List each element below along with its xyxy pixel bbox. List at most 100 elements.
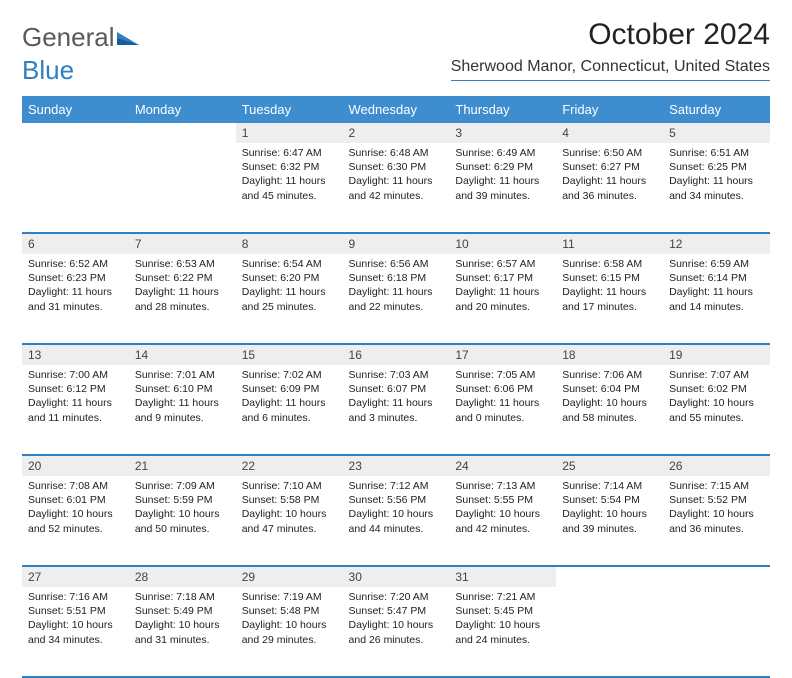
daylight-text: Daylight: 11 hours and 9 minutes. bbox=[135, 396, 230, 424]
day-details: Sunrise: 7:00 AMSunset: 6:12 PMDaylight:… bbox=[22, 365, 129, 431]
daylight-text: Daylight: 11 hours and 42 minutes. bbox=[349, 174, 444, 202]
day-details: Sunrise: 7:05 AMSunset: 6:06 PMDaylight:… bbox=[449, 365, 556, 431]
daylight-text: Daylight: 11 hours and 39 minutes. bbox=[455, 174, 550, 202]
sunrise-text: Sunrise: 6:54 AM bbox=[242, 257, 337, 271]
sunset-text: Sunset: 6:14 PM bbox=[669, 271, 764, 285]
day-cell bbox=[556, 587, 663, 677]
day-cell: Sunrise: 7:06 AMSunset: 6:04 PMDaylight:… bbox=[556, 365, 663, 455]
day-number-cell bbox=[129, 123, 236, 143]
sunset-text: Sunset: 6:23 PM bbox=[28, 271, 123, 285]
daylight-text: Daylight: 10 hours and 34 minutes. bbox=[28, 618, 123, 646]
daylight-text: Daylight: 11 hours and 36 minutes. bbox=[562, 174, 657, 202]
day-cell: Sunrise: 6:59 AMSunset: 6:14 PMDaylight:… bbox=[663, 254, 770, 344]
sunrise-text: Sunrise: 7:13 AM bbox=[455, 479, 550, 493]
sunset-text: Sunset: 6:01 PM bbox=[28, 493, 123, 507]
daylight-text: Daylight: 10 hours and 44 minutes. bbox=[349, 507, 444, 535]
sunrise-text: Sunrise: 7:07 AM bbox=[669, 368, 764, 382]
sunrise-text: Sunrise: 7:01 AM bbox=[135, 368, 230, 382]
day-cell: Sunrise: 7:12 AMSunset: 5:56 PMDaylight:… bbox=[343, 476, 450, 566]
day-number-cell: 20 bbox=[22, 455, 129, 476]
day-details: Sunrise: 7:08 AMSunset: 6:01 PMDaylight:… bbox=[22, 476, 129, 542]
day-details: Sunrise: 6:49 AMSunset: 6:29 PMDaylight:… bbox=[449, 143, 556, 209]
day-cell: Sunrise: 6:58 AMSunset: 6:15 PMDaylight:… bbox=[556, 254, 663, 344]
daylight-text: Daylight: 11 hours and 25 minutes. bbox=[242, 285, 337, 313]
day-details: Sunrise: 7:14 AMSunset: 5:54 PMDaylight:… bbox=[556, 476, 663, 542]
sunset-text: Sunset: 6:29 PM bbox=[455, 160, 550, 174]
day-number-cell: 6 bbox=[22, 233, 129, 254]
sunset-text: Sunset: 6:02 PM bbox=[669, 382, 764, 396]
day-details: Sunrise: 6:52 AMSunset: 6:23 PMDaylight:… bbox=[22, 254, 129, 320]
day-number-cell: 11 bbox=[556, 233, 663, 254]
day-details: Sunrise: 7:03 AMSunset: 6:07 PMDaylight:… bbox=[343, 365, 450, 431]
day-number-cell: 23 bbox=[343, 455, 450, 476]
sunset-text: Sunset: 5:52 PM bbox=[669, 493, 764, 507]
day-number-cell: 1 bbox=[236, 123, 343, 143]
sunrise-text: Sunrise: 7:06 AM bbox=[562, 368, 657, 382]
day-number-cell: 16 bbox=[343, 344, 450, 365]
daylight-text: Daylight: 10 hours and 24 minutes. bbox=[455, 618, 550, 646]
sunset-text: Sunset: 5:59 PM bbox=[135, 493, 230, 507]
sunrise-text: Sunrise: 6:51 AM bbox=[669, 146, 764, 160]
sunset-text: Sunset: 6:30 PM bbox=[349, 160, 444, 174]
day-details: Sunrise: 7:15 AMSunset: 5:52 PMDaylight:… bbox=[663, 476, 770, 542]
calendar-body: 12345Sunrise: 6:47 AMSunset: 6:32 PMDayl… bbox=[22, 123, 770, 677]
sunrise-text: Sunrise: 6:48 AM bbox=[349, 146, 444, 160]
day-cell: Sunrise: 7:19 AMSunset: 5:48 PMDaylight:… bbox=[236, 587, 343, 677]
sunrise-text: Sunrise: 6:53 AM bbox=[135, 257, 230, 271]
day-number-cell: 5 bbox=[663, 123, 770, 143]
day-cell: Sunrise: 6:51 AMSunset: 6:25 PMDaylight:… bbox=[663, 143, 770, 233]
day-cell: Sunrise: 6:52 AMSunset: 6:23 PMDaylight:… bbox=[22, 254, 129, 344]
sunrise-text: Sunrise: 6:49 AM bbox=[455, 146, 550, 160]
sunrise-text: Sunrise: 7:18 AM bbox=[135, 590, 230, 604]
sunset-text: Sunset: 6:06 PM bbox=[455, 382, 550, 396]
day-cell bbox=[22, 143, 129, 233]
day-cell: Sunrise: 7:13 AMSunset: 5:55 PMDaylight:… bbox=[449, 476, 556, 566]
logo-word-blue: Blue bbox=[22, 55, 74, 86]
sunrise-text: Sunrise: 7:19 AM bbox=[242, 590, 337, 604]
sunset-text: Sunset: 6:20 PM bbox=[242, 271, 337, 285]
day-number-cell: 22 bbox=[236, 455, 343, 476]
day-cell bbox=[129, 143, 236, 233]
month-title: October 2024 bbox=[451, 18, 770, 52]
sunrise-text: Sunrise: 6:56 AM bbox=[349, 257, 444, 271]
day-details: Sunrise: 7:06 AMSunset: 6:04 PMDaylight:… bbox=[556, 365, 663, 431]
sunset-text: Sunset: 6:15 PM bbox=[562, 271, 657, 285]
sunrise-text: Sunrise: 6:58 AM bbox=[562, 257, 657, 271]
day-details: Sunrise: 6:51 AMSunset: 6:25 PMDaylight:… bbox=[663, 143, 770, 209]
day-number-cell: 29 bbox=[236, 566, 343, 587]
sunset-text: Sunset: 6:25 PM bbox=[669, 160, 764, 174]
day-cell: Sunrise: 7:15 AMSunset: 5:52 PMDaylight:… bbox=[663, 476, 770, 566]
sunset-text: Sunset: 5:58 PM bbox=[242, 493, 337, 507]
day-cell: Sunrise: 6:47 AMSunset: 6:32 PMDaylight:… bbox=[236, 143, 343, 233]
sunrise-text: Sunrise: 7:21 AM bbox=[455, 590, 550, 604]
day-details: Sunrise: 7:18 AMSunset: 5:49 PMDaylight:… bbox=[129, 587, 236, 653]
daylight-text: Daylight: 11 hours and 3 minutes. bbox=[349, 396, 444, 424]
daylight-text: Daylight: 10 hours and 31 minutes. bbox=[135, 618, 230, 646]
sunrise-text: Sunrise: 7:20 AM bbox=[349, 590, 444, 604]
day-details: Sunrise: 7:13 AMSunset: 5:55 PMDaylight:… bbox=[449, 476, 556, 542]
day-cell: Sunrise: 7:07 AMSunset: 6:02 PMDaylight:… bbox=[663, 365, 770, 455]
day-number-cell: 2 bbox=[343, 123, 450, 143]
day-details: Sunrise: 6:48 AMSunset: 6:30 PMDaylight:… bbox=[343, 143, 450, 209]
day-number-cell: 8 bbox=[236, 233, 343, 254]
day-details-row: Sunrise: 7:00 AMSunset: 6:12 PMDaylight:… bbox=[22, 365, 770, 455]
sunset-text: Sunset: 6:04 PM bbox=[562, 382, 657, 396]
sunset-text: Sunset: 6:12 PM bbox=[28, 382, 123, 396]
daylight-text: Daylight: 10 hours and 29 minutes. bbox=[242, 618, 337, 646]
day-header: Thursday bbox=[449, 96, 556, 123]
sunrise-text: Sunrise: 7:00 AM bbox=[28, 368, 123, 382]
day-number-cell: 27 bbox=[22, 566, 129, 587]
daylight-text: Daylight: 11 hours and 11 minutes. bbox=[28, 396, 123, 424]
day-number-cell: 31 bbox=[449, 566, 556, 587]
daylight-text: Daylight: 11 hours and 0 minutes. bbox=[455, 396, 550, 424]
day-details: Sunrise: 6:54 AMSunset: 6:20 PMDaylight:… bbox=[236, 254, 343, 320]
day-number-cell: 25 bbox=[556, 455, 663, 476]
sunrise-text: Sunrise: 6:57 AM bbox=[455, 257, 550, 271]
daylight-text: Daylight: 10 hours and 39 minutes. bbox=[562, 507, 657, 535]
sunset-text: Sunset: 5:47 PM bbox=[349, 604, 444, 618]
day-number-cell: 28 bbox=[129, 566, 236, 587]
day-header: Monday bbox=[129, 96, 236, 123]
day-cell: Sunrise: 7:14 AMSunset: 5:54 PMDaylight:… bbox=[556, 476, 663, 566]
sunset-text: Sunset: 6:32 PM bbox=[242, 160, 337, 174]
daylight-text: Daylight: 11 hours and 34 minutes. bbox=[669, 174, 764, 202]
